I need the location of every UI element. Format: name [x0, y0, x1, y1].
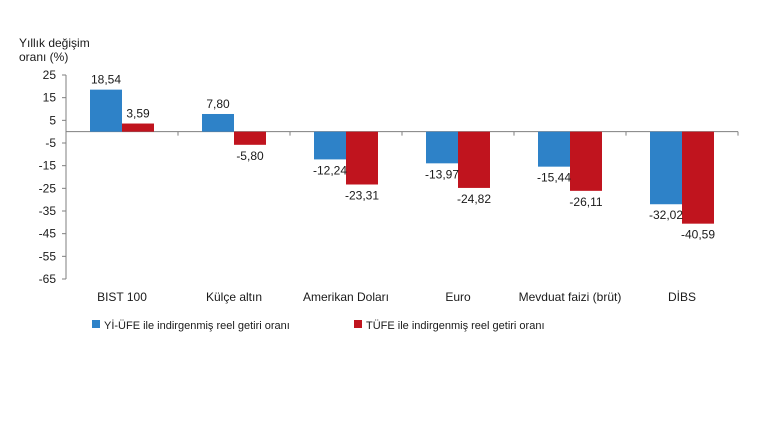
axes: 25 15 5 -5 -15 -25 -35 -45 -55 -65 — [39, 68, 739, 286]
data-label: -5,80 — [236, 149, 264, 163]
bars — [90, 89, 714, 224]
category-label: Amerikan Doları — [303, 290, 389, 304]
y-tick-label: 5 — [49, 113, 56, 127]
data-labels: 18,54 3,59 7,80 -5,80 -12,24 -23,31 -13,97 -24,… — [91, 73, 715, 242]
data-label: 3,59 — [126, 107, 150, 121]
bar-yiufe — [314, 131, 346, 160]
data-label: -13,97 — [425, 167, 459, 181]
legend-label: Yİ-ÜFE ile indirgenmiş reel getiri oranı — [104, 319, 290, 332]
bar-tufe — [458, 131, 490, 188]
data-label: -32,02 — [649, 208, 683, 222]
category-label: BIST 100 — [97, 290, 147, 304]
y-tick-label: -15 — [39, 159, 57, 173]
data-label: -12,24 — [313, 163, 347, 177]
data-label: -23,31 — [345, 189, 379, 203]
bar-yiufe — [650, 131, 682, 205]
y-tick-label: -55 — [39, 249, 57, 263]
legend-label: TÜFE ile indirgenmiş reel getiri oranı — [366, 320, 545, 332]
data-label: -26,11 — [569, 195, 602, 209]
category-label: DİBS — [668, 290, 696, 304]
data-label: -40,59 — [681, 228, 715, 242]
data-label: -15,44 — [537, 171, 571, 185]
y-tick-label: 15 — [43, 91, 57, 105]
y-tick-label: -5 — [45, 136, 56, 150]
y-tick-label: 25 — [43, 68, 57, 82]
bar-tufe — [570, 131, 602, 191]
bar-yiufe — [202, 113, 234, 132]
category-labels: BIST 100 Külçe altın Amerikan Doları Euro Me… — [97, 290, 696, 304]
category-label: Mevduat faizi (brüt) — [519, 290, 622, 304]
y-tick-label: -65 — [39, 272, 57, 286]
y-axis-title-line1: Yıllık değişim — [19, 36, 90, 50]
bar-tufe — [682, 131, 714, 224]
legend-swatch — [92, 320, 100, 328]
y-axis-title-line2: oranı (%) — [19, 50, 68, 64]
data-label: -24,82 — [457, 192, 491, 206]
bar-tufe — [234, 131, 266, 145]
legend-swatch — [354, 320, 362, 328]
category-label: Euro — [445, 290, 471, 304]
data-label: 7,80 — [206, 97, 230, 111]
y-tick-label: -45 — [39, 227, 57, 241]
bar-yiufe — [426, 131, 458, 164]
bar-yiufe — [538, 131, 570, 167]
legend: Yİ-ÜFE ile indirgenmiş reel getiri oranı… — [92, 319, 545, 332]
bar-tufe — [346, 131, 378, 185]
category-label: Külçe altın — [206, 290, 262, 304]
bar-tufe — [122, 123, 154, 132]
y-tick-label: -35 — [39, 204, 57, 218]
y-tick-label: -25 — [39, 181, 57, 195]
data-label: 18,54 — [91, 73, 121, 87]
bar-yiufe — [90, 89, 122, 132]
